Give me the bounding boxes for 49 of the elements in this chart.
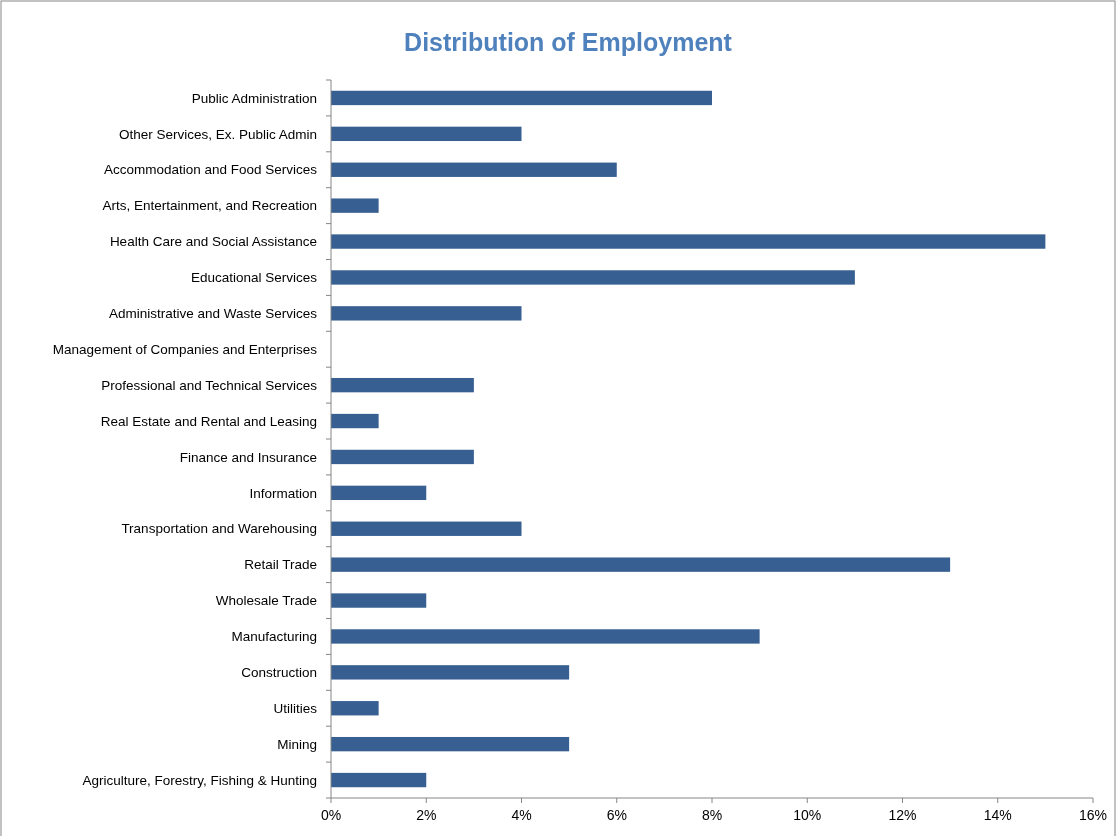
bar [331, 772, 427, 788]
bar [331, 270, 855, 285]
y-tick-label: Educational Services [190, 270, 318, 286]
bar [331, 306, 522, 321]
y-tick-label: Agriculture, Forestry, Fishing & Hunting [82, 772, 317, 788]
x-tick-label: 12% [888, 807, 917, 823]
bar [331, 90, 712, 106]
bar [331, 126, 522, 142]
bar [331, 521, 522, 536]
x-tick-label: 0% [320, 807, 342, 823]
bar [331, 557, 951, 572]
bar [331, 629, 760, 644]
y-tick-label: Other Services, Ex. Public Admin [118, 126, 317, 142]
bar [331, 449, 474, 465]
y-tick-label: Management of Companies and Enterprises [52, 341, 318, 357]
y-tick-label: Transportation and Warehousing [121, 521, 317, 537]
y-tick-label: Arts, Entertainment, and Recreation [102, 198, 317, 214]
x-tick-label: 8% [701, 807, 723, 823]
y-tick-label: Health Care and Social Assistance [109, 234, 317, 250]
y-tick-label: Accommodation and Food Services [103, 162, 318, 178]
x-tick-label: 4% [511, 807, 532, 823]
bar [331, 593, 427, 608]
bar [331, 665, 570, 680]
y-tick-label: Administrative and Waste Services [108, 306, 318, 322]
x-tick-label: 14% [983, 807, 1012, 823]
y-tick-label: Mining [277, 736, 317, 752]
y-tick-label: Information [249, 485, 317, 501]
x-tick-label: 16% [1078, 807, 1108, 823]
y-tick-label: Retail Trade [244, 557, 317, 573]
y-tick-label: Wholesale Trade [215, 593, 317, 609]
y-tick-label: Manufacturing [231, 629, 317, 645]
chart-title: Distribution of Employment [404, 28, 733, 56]
y-tick-label: Real Estate and Rental and Leasing [100, 413, 317, 429]
bar [331, 701, 379, 716]
bar [331, 162, 617, 177]
bar [331, 234, 1046, 249]
y-tick-label: Professional and Technical Services [101, 377, 318, 393]
y-tick-label: Utilities [273, 700, 318, 716]
bar [331, 736, 570, 752]
x-tick-label: 2% [416, 807, 437, 823]
bar [331, 485, 427, 501]
bar [331, 377, 474, 393]
y-tick-label: Public Administration [191, 90, 317, 106]
y-tick-label: Construction [241, 665, 317, 681]
bar [331, 198, 379, 213]
bar [331, 413, 379, 429]
x-tick-label: 10% [793, 807, 822, 823]
y-tick-label: Finance and Insurance [179, 449, 317, 465]
x-tick-label: 6% [606, 807, 627, 823]
